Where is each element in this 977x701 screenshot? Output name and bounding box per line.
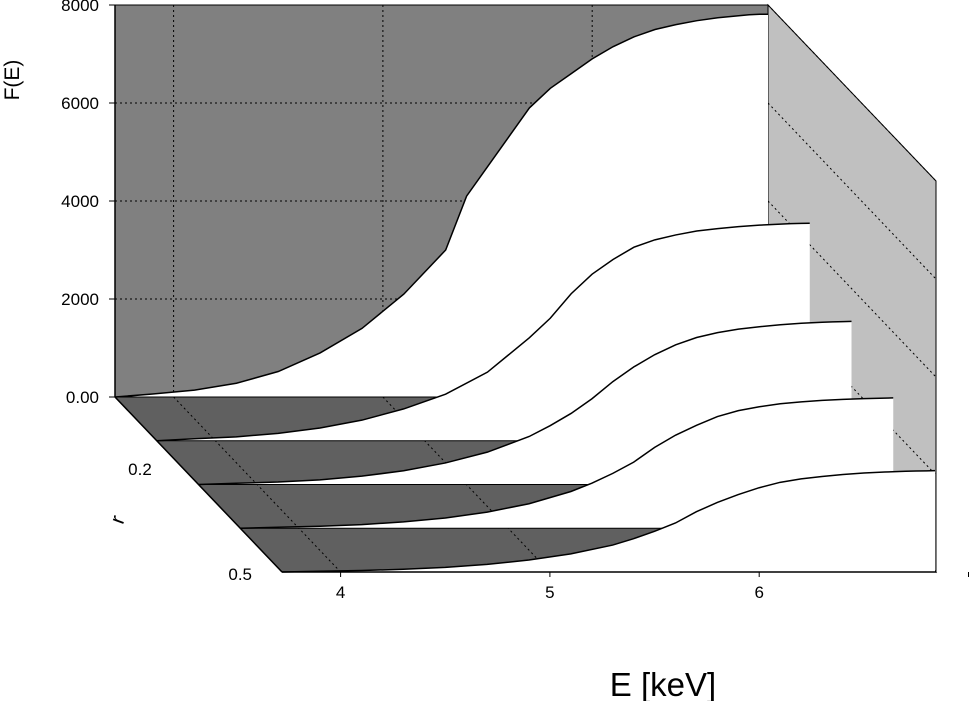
spectrum-curve-line — [156, 222, 810, 442]
y-axis-ticks: 0.00 2000 4000 6000 8000 — [61, 0, 115, 407]
spectrum-curve-line — [281, 469, 936, 573]
r-axis-title: r — [106, 513, 130, 527]
spectrum-curve-fill — [282, 470, 935, 572]
spectrum-curve-line — [198, 320, 852, 486]
y-tick-label: 8000 — [61, 0, 99, 15]
x-tick-label: 5 — [545, 583, 554, 602]
y-tick-label: 0.00 — [66, 388, 99, 407]
grid-line-side — [767, 4, 936, 181]
spectrum-curve-fill — [240, 397, 894, 529]
y-tick-label: 2000 — [61, 290, 99, 309]
x-tick-label: 6 — [754, 583, 763, 602]
r-tick-label: 0.2 — [128, 460, 152, 479]
spectrum-curve-line — [240, 397, 894, 529]
spectrum-curve-line — [114, 13, 768, 398]
spectrum-curves — [114, 13, 936, 573]
r-axis-ticks: 0.2 0.5 — [128, 460, 252, 584]
x-tick-label: 4 — [336, 583, 345, 602]
y-axis-title: F(E) — [1, 60, 24, 101]
y-tick-label: 4000 — [61, 192, 99, 211]
x-axis-title: E [keV] — [610, 666, 716, 701]
r-tick-label: 0.5 — [228, 565, 252, 584]
x-axis-ticks: 4567 — [336, 572, 969, 602]
grid-line-side — [767, 102, 936, 279]
y-tick-label: 6000 — [61, 94, 99, 113]
